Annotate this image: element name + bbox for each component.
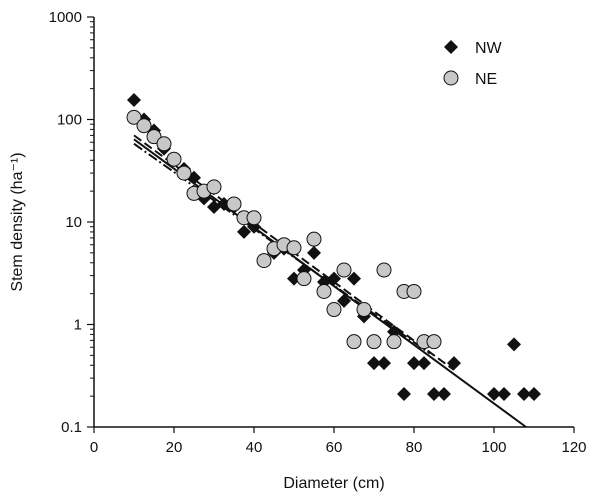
point-nw — [367, 356, 381, 371]
y-tick-label: 1 — [74, 317, 82, 334]
point-nw — [307, 245, 321, 260]
point-ne — [306, 231, 322, 247]
point-ne — [336, 262, 352, 278]
point-ne — [376, 262, 392, 278]
point-ne — [226, 196, 242, 212]
point-ne — [206, 179, 222, 195]
point-nw — [517, 386, 531, 401]
point-nw — [127, 92, 141, 107]
point-nw — [427, 386, 441, 401]
x-tick-label: 20 — [166, 439, 183, 456]
point-ne — [126, 109, 142, 125]
point-nw — [397, 386, 411, 401]
legend-marker-ne — [443, 70, 459, 86]
point-ne — [286, 240, 302, 256]
point-ne — [406, 283, 422, 299]
y-tick-label: 100 — [57, 112, 82, 129]
point-ne — [316, 283, 332, 299]
point-ne — [426, 334, 442, 350]
x-tick-label: 60 — [326, 439, 343, 456]
point-nw — [437, 386, 451, 401]
y-tick-label: 0.1 — [61, 419, 82, 436]
legend-label-ne: NE — [475, 71, 497, 88]
point-nw — [507, 337, 521, 352]
point-nw — [527, 386, 541, 401]
point-ne — [326, 302, 342, 318]
point-nw — [487, 386, 501, 401]
point-nw — [347, 271, 361, 286]
point-ne — [386, 334, 402, 350]
y-tick-label: 10 — [65, 214, 82, 231]
point-nw — [327, 271, 341, 286]
x-tick-label: 100 — [481, 439, 506, 456]
point-nw — [407, 356, 421, 371]
point-nw — [497, 386, 511, 401]
legend-marker-nw — [444, 40, 458, 54]
x-tick-label: 0 — [90, 439, 98, 456]
point-ne — [176, 165, 192, 181]
point-ne — [246, 210, 262, 226]
x-axis-label: Diameter (cm) — [283, 475, 384, 492]
point-nw — [377, 356, 391, 371]
point-ne — [366, 334, 382, 350]
point-ne — [296, 271, 312, 287]
point-ne — [346, 334, 362, 350]
data-points — [126, 92, 541, 401]
axes — [93, 17, 574, 428]
point-ne — [136, 118, 152, 134]
x-tick-label: 80 — [406, 439, 423, 456]
x-tick-label: 40 — [246, 439, 263, 456]
point-nw — [447, 356, 461, 371]
point-nw — [237, 224, 251, 239]
point-nw — [417, 356, 431, 371]
x-ticks: 0 20 40 60 80 100 120 — [90, 427, 587, 456]
point-ne — [356, 302, 372, 318]
y-ticks: 0.1 1 10 100 1000 — [49, 9, 94, 436]
x-tick-label: 120 — [561, 439, 586, 456]
legend: NW NE — [443, 40, 503, 88]
point-ne — [256, 253, 272, 269]
y-tick-label: 1000 — [49, 9, 82, 26]
point-ne — [156, 136, 172, 152]
legend-label-nw: NW — [475, 40, 503, 57]
point-ne — [166, 151, 182, 167]
y-axis-label: Stem density (ha⁻¹) — [9, 152, 26, 291]
point-nw — [337, 293, 351, 308]
